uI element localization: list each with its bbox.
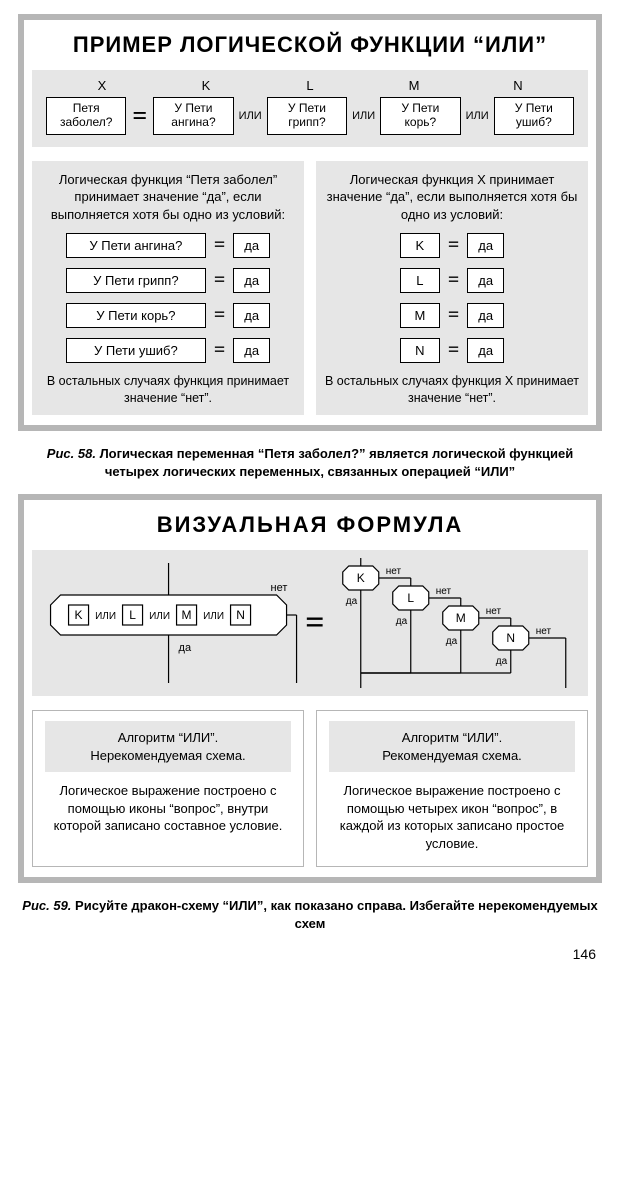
right-card-body: Логическое выражение построено с помощью…: [329, 782, 575, 852]
equals-sign: =: [448, 339, 459, 362]
condition-row: M = да: [324, 303, 580, 328]
yes-box: да: [233, 268, 270, 293]
question-box: У Пети ушиб?: [494, 97, 574, 135]
var-k-label: K: [357, 571, 365, 585]
equals-sign: =: [214, 339, 225, 362]
left-conditions: Логическая функция “Петя заболел” приним…: [32, 161, 304, 415]
or-word: ИЛИ: [465, 110, 490, 122]
left-intro: Логическая функция “Петя заболел” приним…: [40, 171, 296, 224]
or-word: ИЛИ: [149, 611, 170, 622]
yes-label: да: [346, 596, 358, 607]
condition-box: У Пети грипп?: [66, 268, 206, 293]
condition-row: У Пети ангина? = да: [40, 233, 296, 258]
figure-label: Рис. 59.: [22, 898, 71, 913]
no-label: нет: [486, 606, 502, 617]
caption-58-text: Логическая переменная “Петя заболел?” яв…: [100, 446, 574, 479]
yes-box: да: [233, 303, 270, 328]
var-m-label: M: [182, 608, 192, 622]
condition-box: У Пети ангина?: [66, 233, 206, 258]
equals-sign: =: [448, 234, 459, 257]
right-conditions: Логическая функция X принимает значение …: [316, 161, 588, 415]
condition-box: У Пети ушиб?: [66, 338, 206, 363]
yes-box: да: [467, 233, 504, 258]
condition-box: L: [400, 268, 440, 293]
equals-sign: =: [130, 101, 149, 131]
right-diagram: K нет да L нет да M нет: [330, 558, 582, 688]
equals-sign: =: [305, 604, 324, 642]
no-label: нет: [386, 566, 402, 577]
or-boxes-row: Петя заболел? = У Пети ангина? ИЛИ У Пет…: [40, 97, 580, 135]
condition-row: У Пети грипп? = да: [40, 268, 296, 293]
equals-sign: =: [214, 304, 225, 327]
or-word: ИЛИ: [203, 611, 224, 622]
condition-box: У Пети корь?: [66, 303, 206, 328]
conditions-columns: Логическая функция “Петя заболел” приним…: [32, 161, 588, 415]
or-word: ИЛИ: [238, 110, 263, 122]
question-box: У Пети ангина?: [153, 97, 233, 135]
var-label: M: [362, 78, 466, 93]
algorithm-cards: Алгоритм “ИЛИ”. Нерекомендуемая схема. Л…: [32, 710, 588, 867]
caption-59: Рис. 59. Рисуйте дракон-схему “ИЛИ”, как…: [18, 897, 602, 932]
caption-58: Рис. 58. Логическая переменная “Петя заб…: [18, 445, 602, 480]
yes-label: да: [396, 616, 408, 627]
var-l-label: L: [408, 591, 415, 605]
var-n-label: N: [236, 608, 245, 622]
left-footer: В остальных случаях функция принимает зн…: [40, 373, 296, 407]
yes-label: да: [179, 642, 192, 654]
condition-box: N: [400, 338, 440, 363]
equals-sign: =: [448, 269, 459, 292]
left-card-body: Логическое выражение построено с помощью…: [45, 782, 291, 835]
right-card-head: Алгоритм “ИЛИ”. Рекомендуемая схема.: [329, 721, 575, 772]
equals-sign: =: [214, 234, 225, 257]
or-word: ИЛИ: [351, 110, 376, 122]
var-n-label: N: [507, 631, 516, 645]
equals-sign: =: [214, 269, 225, 292]
panel2-title: ВИЗУАЛЬНАЯ ФОРМУЛА: [32, 512, 588, 538]
panel-visual-formula: ВИЗУАЛЬНАЯ ФОРМУЛА K ИЛИ L ИЛИ M ИЛИ N: [18, 494, 602, 883]
var-m-label: M: [456, 611, 466, 625]
condition-box: M: [400, 303, 440, 328]
right-footer: В остальных случаях функция X принимает …: [324, 373, 580, 407]
yes-box: да: [233, 233, 270, 258]
left-diagram: K ИЛИ L ИЛИ M ИЛИ N да нет: [38, 563, 299, 683]
no-label: нет: [536, 626, 552, 637]
var-k-label: K: [75, 608, 83, 622]
condition-row: N = да: [324, 338, 580, 363]
panel1-title: ПРИМЕР ЛОГИЧЕСКОЙ ФУНКЦИИ “ИЛИ”: [32, 32, 588, 58]
yes-box: да: [467, 268, 504, 293]
condition-row: K = да: [324, 233, 580, 258]
or-word: ИЛИ: [95, 611, 116, 622]
var-label: N: [466, 78, 570, 93]
right-intro: Логическая функция X принимает значение …: [324, 171, 580, 224]
no-label: нет: [436, 586, 452, 597]
condition-row: L = да: [324, 268, 580, 293]
left-card-head: Алгоритм “ИЛИ”. Нерекомендуемая схема.: [45, 721, 291, 772]
var-l-label: L: [129, 608, 136, 622]
no-label: нет: [271, 582, 288, 594]
or-formula-block: X K L M N Петя заболел? = У Пети ангина?…: [32, 70, 588, 147]
left-card: Алгоритм “ИЛИ”. Нерекомендуемая схема. Л…: [32, 710, 304, 867]
right-card: Алгоритм “ИЛИ”. Рекомендуемая схема. Лог…: [316, 710, 588, 867]
visual-formula-block: K ИЛИ L ИЛИ M ИЛИ N да нет =: [32, 550, 588, 696]
figure-label: Рис. 58.: [47, 446, 96, 461]
var-label: K: [154, 78, 258, 93]
caption-59-text: Рисуйте дракон-схему “ИЛИ”, как показано…: [75, 898, 598, 931]
question-box: Петя заболел?: [46, 97, 126, 135]
yes-box: да: [233, 338, 270, 363]
yes-label: да: [496, 656, 508, 667]
variable-labels-row: X K L M N: [40, 78, 580, 97]
panel-or-example: ПРИМЕР ЛОГИЧЕСКОЙ ФУНКЦИИ “ИЛИ” X K L M …: [18, 14, 602, 431]
yes-box: да: [467, 338, 504, 363]
condition-box: K: [400, 233, 440, 258]
equals-sign: =: [448, 304, 459, 327]
question-box: У Пети корь?: [380, 97, 460, 135]
condition-row: У Пети корь? = да: [40, 303, 296, 328]
question-box: У Пети грипп?: [267, 97, 347, 135]
yes-box: да: [467, 303, 504, 328]
var-label: L: [258, 78, 362, 93]
var-label: X: [50, 78, 154, 93]
yes-label: да: [446, 636, 458, 647]
page-number: 146: [18, 946, 602, 962]
condition-row: У Пети ушиб? = да: [40, 338, 296, 363]
